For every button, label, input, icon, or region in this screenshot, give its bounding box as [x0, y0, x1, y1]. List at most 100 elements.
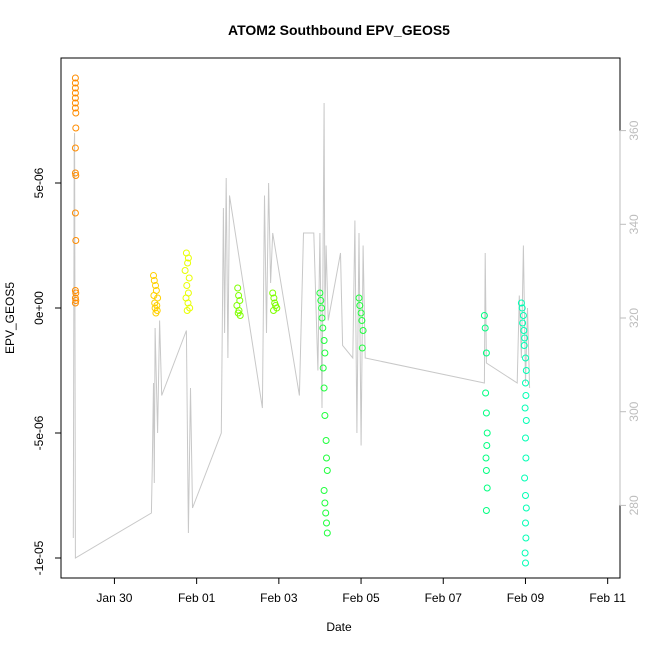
data-point — [184, 259, 192, 267]
data-point — [522, 379, 529, 387]
data-point — [482, 454, 490, 462]
x-tick-label: Feb 01 — [178, 591, 216, 605]
data-point — [522, 417, 530, 424]
data-point — [522, 559, 529, 567]
y-tick-label: -5e-06 — [32, 415, 46, 450]
data-point — [522, 454, 530, 462]
data-point — [236, 312, 244, 319]
data-point — [482, 389, 490, 397]
data-point — [154, 294, 162, 302]
x-axis: Jan 30 Feb 01 Feb 03 Feb 05 Feb 07 Feb 09 Feb … — [96, 577, 626, 605]
data-point — [71, 89, 79, 97]
y-axis: -1e-05 -5e-06 0e+00 5e-06 — [32, 167, 62, 575]
y-tick-label: 0e+00 — [32, 291, 46, 325]
y-tick-label: -1e-05 — [32, 540, 46, 575]
trajectory-line-layer — [72, 102, 531, 559]
data-point — [71, 287, 79, 294]
data-point — [320, 384, 328, 392]
data-point — [522, 519, 529, 527]
y2-tick-label: 280 — [627, 495, 641, 515]
data-point — [522, 354, 529, 362]
data-point — [517, 299, 525, 307]
data-point — [519, 312, 527, 319]
data-point — [482, 409, 490, 417]
data-point — [483, 442, 491, 449]
data-point — [322, 437, 330, 444]
data-point — [183, 282, 191, 289]
data-point — [150, 277, 158, 284]
data-point — [316, 289, 324, 297]
data-point — [522, 504, 530, 512]
data-point — [71, 209, 79, 217]
x-tick-label: Feb 05 — [342, 591, 380, 605]
data-point — [71, 79, 79, 87]
data-point — [318, 304, 326, 312]
data-point — [72, 109, 80, 117]
y-axis-label: EPV_GEOS5 — [3, 282, 17, 354]
y2-tick-label: 340 — [627, 214, 641, 234]
data-point — [320, 337, 328, 344]
data-point — [521, 474, 529, 482]
data-point — [518, 304, 526, 312]
data-point — [323, 467, 331, 474]
data-point — [323, 454, 330, 462]
data-point — [522, 492, 529, 499]
data-point — [321, 412, 329, 419]
data-point — [323, 519, 330, 527]
data-point — [71, 94, 79, 102]
data-point — [317, 297, 325, 304]
data-point — [319, 324, 327, 332]
data-point — [520, 327, 528, 334]
x-tick-label: Feb 03 — [260, 591, 298, 605]
y2-axis: 280 300 320 340 360 — [619, 120, 641, 515]
data-point — [72, 237, 80, 244]
data-point — [71, 294, 79, 302]
data-point — [323, 529, 331, 537]
data-point — [72, 289, 80, 297]
data-point — [184, 254, 192, 262]
data-point — [71, 99, 79, 107]
data-point — [482, 349, 490, 357]
data-point — [270, 294, 278, 302]
data-point — [358, 317, 366, 324]
data-point — [521, 334, 529, 342]
data-point — [181, 267, 189, 274]
data-point — [234, 284, 242, 292]
data-point — [356, 302, 364, 309]
data-point — [522, 367, 530, 374]
data-point — [481, 324, 489, 332]
data-point — [358, 344, 366, 352]
data-point — [236, 297, 244, 304]
data-point — [521, 404, 529, 412]
x-tick-label: Feb 11 — [589, 591, 626, 605]
data-point — [72, 297, 80, 304]
data-point — [319, 364, 327, 372]
data-point — [519, 319, 527, 327]
y2-tick-label: 360 — [627, 120, 641, 140]
data-point — [185, 274, 193, 282]
data-point — [355, 294, 363, 302]
data-point — [320, 487, 328, 494]
data-point — [270, 307, 277, 314]
data-point — [321, 349, 329, 357]
data-point — [482, 467, 490, 474]
x-axis-label: Date — [326, 620, 352, 634]
data-point — [71, 74, 79, 82]
x-tick-label: Jan 30 — [96, 591, 132, 605]
data-point — [72, 124, 80, 132]
data-point — [184, 299, 192, 307]
data-point — [71, 169, 79, 177]
trajectory-line — [72, 102, 531, 559]
data-point — [183, 307, 191, 314]
data-point — [150, 272, 157, 279]
data-point — [483, 429, 491, 437]
data-point — [521, 549, 529, 557]
data-point — [522, 434, 529, 442]
data-point — [269, 289, 277, 297]
data-points-layer — [71, 74, 530, 567]
data-point — [72, 172, 80, 179]
x-tick-label: Feb 07 — [425, 591, 463, 605]
data-point — [482, 507, 490, 514]
data-point — [318, 314, 326, 322]
